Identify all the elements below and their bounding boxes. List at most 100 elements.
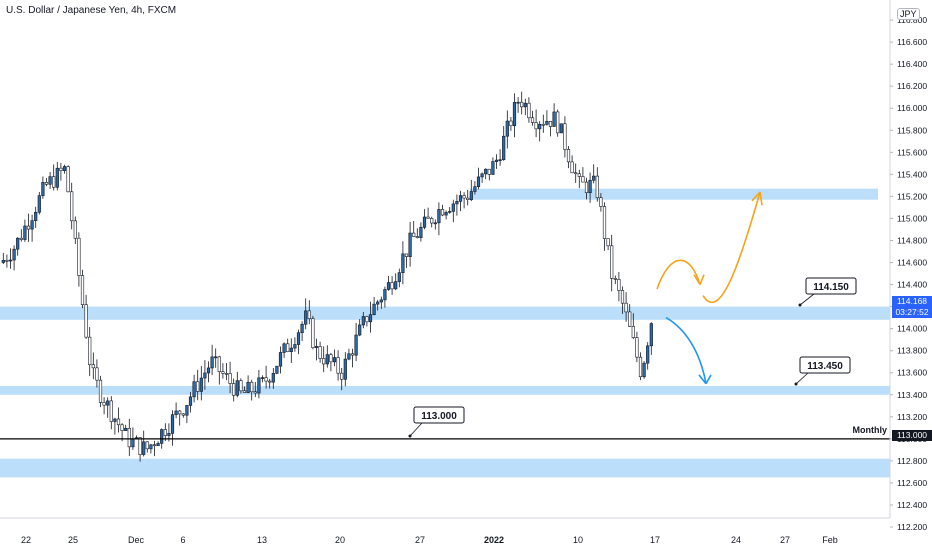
candle — [37, 191, 41, 215]
last-price-badge: 114.168 03:27:52 — [892, 296, 932, 318]
y-tick-label: 113.200 — [897, 412, 927, 422]
candle — [282, 342, 286, 358]
candle — [242, 386, 247, 393]
svg-text:114.150: 114.150 — [813, 282, 849, 293]
candle — [480, 172, 484, 183]
candle — [595, 167, 599, 202]
candle — [494, 154, 499, 169]
candle — [556, 109, 560, 137]
candle — [433, 219, 437, 230]
candle — [325, 345, 329, 368]
candle — [347, 348, 351, 361]
y-tick-label: 114.600 — [897, 258, 927, 268]
candle — [70, 182, 74, 230]
candle — [610, 234, 614, 292]
candle — [246, 375, 250, 394]
monthly-level-badge: 113.000 — [892, 430, 932, 441]
monthly-label: Monthly — [853, 425, 888, 435]
candle — [120, 423, 124, 442]
candle — [19, 229, 23, 242]
candle — [343, 352, 347, 387]
candle — [563, 116, 567, 158]
candle — [318, 341, 322, 363]
chart-title: U.S. Dollar / Japanese Yen, 4h, FXCM — [6, 5, 177, 16]
candle — [466, 189, 470, 206]
candle — [484, 168, 488, 180]
candle — [527, 97, 531, 123]
candle — [329, 352, 333, 372]
y-tick-label: 112.600 — [897, 478, 927, 488]
x-tick-label: 27 — [780, 535, 790, 545]
candle — [278, 346, 283, 374]
svg-text:113.450: 113.450 — [807, 361, 843, 372]
up-arrow-curve-2 — [702, 191, 761, 304]
candle — [235, 371, 239, 398]
candle — [552, 103, 556, 127]
bar-countdown: 03:27:52 — [895, 307, 929, 317]
candle — [631, 313, 635, 340]
y-tick-label: 114.800 — [897, 235, 927, 245]
currency-badge[interactable]: JPY — [897, 8, 920, 20]
candle — [199, 366, 203, 401]
candle — [23, 219, 27, 242]
candle — [48, 172, 52, 189]
candle — [232, 378, 236, 402]
candle — [322, 346, 326, 373]
y-tick-label: 115.400 — [897, 169, 927, 179]
candle — [66, 165, 70, 193]
candle — [372, 296, 376, 316]
candle — [376, 299, 380, 311]
candle — [516, 97, 520, 113]
candle — [336, 350, 340, 381]
candle — [419, 222, 423, 242]
candle — [257, 369, 261, 399]
candle — [44, 178, 49, 187]
x-tick-label: 27 — [415, 535, 425, 545]
candle — [88, 327, 92, 377]
callout-label: 114.150 — [798, 277, 857, 307]
candle — [203, 360, 207, 390]
candle — [91, 352, 95, 380]
candle — [80, 269, 85, 309]
candle — [530, 110, 535, 126]
candle — [181, 413, 185, 418]
candle — [469, 180, 473, 202]
candle — [188, 391, 193, 413]
candle — [617, 272, 621, 302]
y-tick-label: 116.000 — [897, 103, 927, 113]
candle — [95, 359, 99, 388]
last-price-value: 114.168 — [896, 296, 928, 306]
candle — [559, 123, 563, 134]
candle — [275, 365, 279, 375]
candle — [268, 378, 272, 389]
candle — [314, 338, 319, 361]
candle — [505, 110, 509, 149]
candle — [444, 210, 448, 220]
candle — [239, 378, 243, 394]
x-tick-label: 20 — [335, 535, 345, 545]
candle — [584, 177, 589, 200]
x-tick-label: 22 — [21, 535, 31, 545]
candle — [16, 237, 20, 256]
candle — [473, 181, 477, 195]
candle — [358, 319, 362, 337]
candle — [534, 109, 538, 138]
candle — [458, 190, 463, 212]
candle — [228, 361, 232, 394]
candle — [116, 407, 121, 433]
zone-band — [0, 385, 890, 395]
y-tick-label: 113.800 — [897, 346, 927, 356]
candle — [142, 430, 146, 457]
candle — [613, 275, 617, 284]
candle — [34, 206, 38, 228]
candle — [264, 365, 268, 389]
candle — [379, 296, 383, 309]
candle — [221, 363, 225, 379]
up-arrow-head-2 — [751, 191, 763, 206]
callout-label: 113.000 — [408, 406, 465, 438]
y-tick-label: 112.800 — [897, 456, 927, 466]
y-tick-label: 115.600 — [897, 147, 927, 157]
candle — [574, 163, 578, 183]
